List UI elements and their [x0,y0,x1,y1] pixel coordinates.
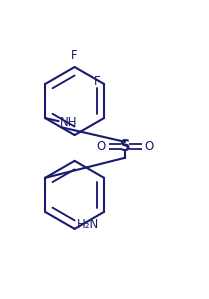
Text: O: O [97,140,106,153]
Text: S: S [120,139,130,154]
Text: F: F [94,75,100,89]
Text: NH: NH [60,116,77,129]
Text: F: F [71,49,78,62]
Text: H₂N: H₂N [77,218,99,231]
Text: O: O [144,140,154,153]
